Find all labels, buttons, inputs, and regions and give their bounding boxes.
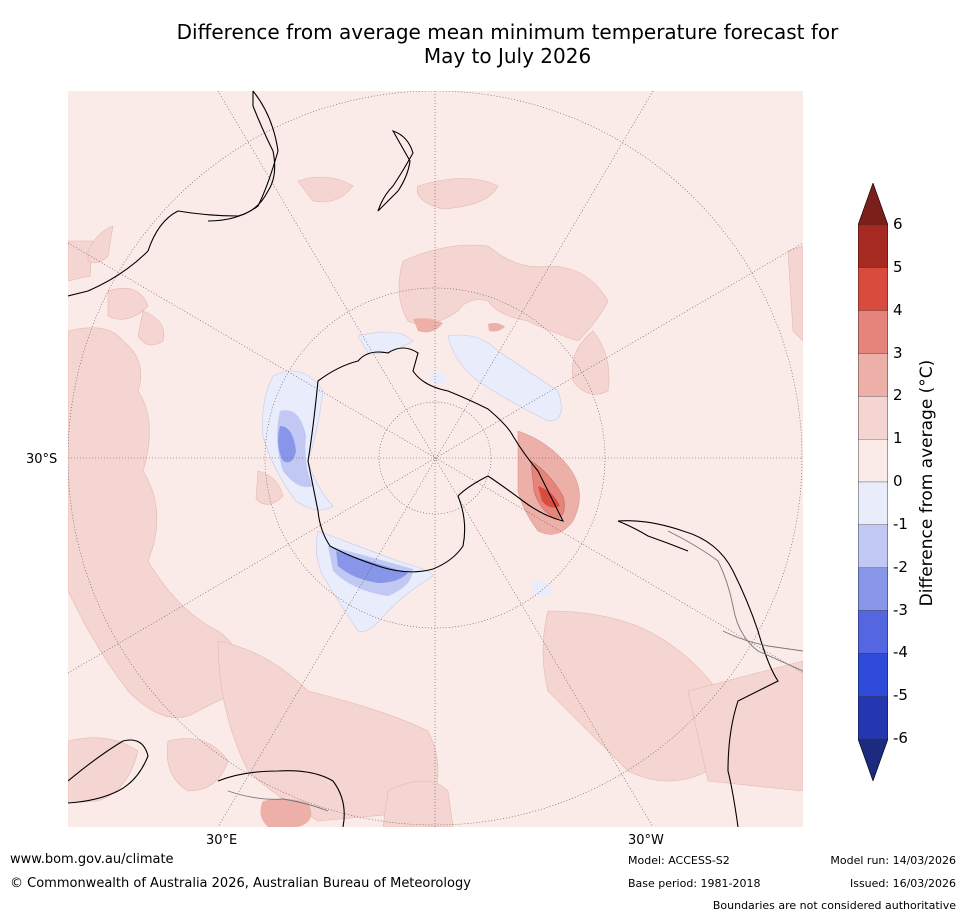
colorbar-arrow-top [858, 183, 888, 225]
footer-url: www.bom.gov.au/climate [10, 852, 174, 867]
colorbar-tick-label: -5 [893, 686, 908, 705]
colorbar-tick-label: 5 [893, 257, 903, 276]
title-line2: May to July 2026 [423, 44, 592, 68]
positive-anomaly-patches [68, 176, 803, 827]
new-zealand-coastline [377, 130, 414, 212]
colorbar-segment [858, 567, 888, 611]
graticule [68, 91, 803, 827]
colorbar-segment [858, 224, 888, 268]
footer-disclaimer: Boundaries are not considered authoritat… [712, 899, 956, 912]
footer-issued: Issued: 16/03/2026 [849, 877, 956, 890]
colorbar-tick-label: -6 [893, 729, 908, 747]
colorbar-segment [858, 310, 888, 354]
footer-model: Model: ACCESS-S2 [628, 854, 730, 867]
footer-copyright: © Commonwealth of Australia 2026, Austra… [10, 876, 471, 891]
madagascar-coastline [68, 739, 149, 804]
colorbar-tick-label: 2 [893, 386, 903, 405]
africa-coastline [217, 770, 345, 827]
colorbar-arrow-bottom [858, 739, 888, 781]
colorbar-tick-label: -4 [893, 643, 908, 662]
colorbar-label: Difference from average (°C) [917, 359, 937, 607]
title-line1: Difference from average mean minimum tem… [176, 20, 839, 44]
colorbar [858, 183, 888, 781]
antarctica-coastline [307, 347, 565, 573]
colorbar-segment [858, 481, 888, 525]
map-title: Difference from average mean minimum tem… [60, 20, 955, 68]
colorbar-segment [858, 524, 888, 568]
south-america-tip [617, 520, 689, 552]
polar-map [68, 91, 803, 827]
colorbar-tick-label: 1 [893, 429, 903, 448]
colorbar-segment [858, 610, 888, 654]
colorbar-segment [858, 396, 888, 440]
colorbar-segment [858, 653, 888, 697]
colorbar-tick-label: 6 [893, 215, 903, 233]
colorbar-segment [858, 696, 888, 740]
colorbar-segment [858, 353, 888, 397]
lon-label-30e: 30°E [206, 833, 238, 848]
footer-base-period: Base period: 1981-2018 [628, 877, 761, 890]
colorbar-tick-label: 4 [893, 300, 903, 319]
colorbar-tick-label: 0 [893, 472, 903, 490]
lat-label-30s: 30°S [26, 452, 58, 467]
colorbar-tick-label: 3 [893, 343, 903, 362]
colorbar-segment [858, 267, 888, 311]
country-boundaries [227, 530, 803, 812]
colorbar-tick-label: -2 [893, 557, 908, 576]
colorbar-tick-label: -1 [893, 514, 908, 533]
colorbar-segment [858, 439, 888, 483]
footer-model-run: Model run: 14/03/2026 [830, 854, 956, 867]
colorbar-tick-label: -3 [893, 600, 908, 619]
lon-label-30w: 30°W [628, 833, 664, 848]
